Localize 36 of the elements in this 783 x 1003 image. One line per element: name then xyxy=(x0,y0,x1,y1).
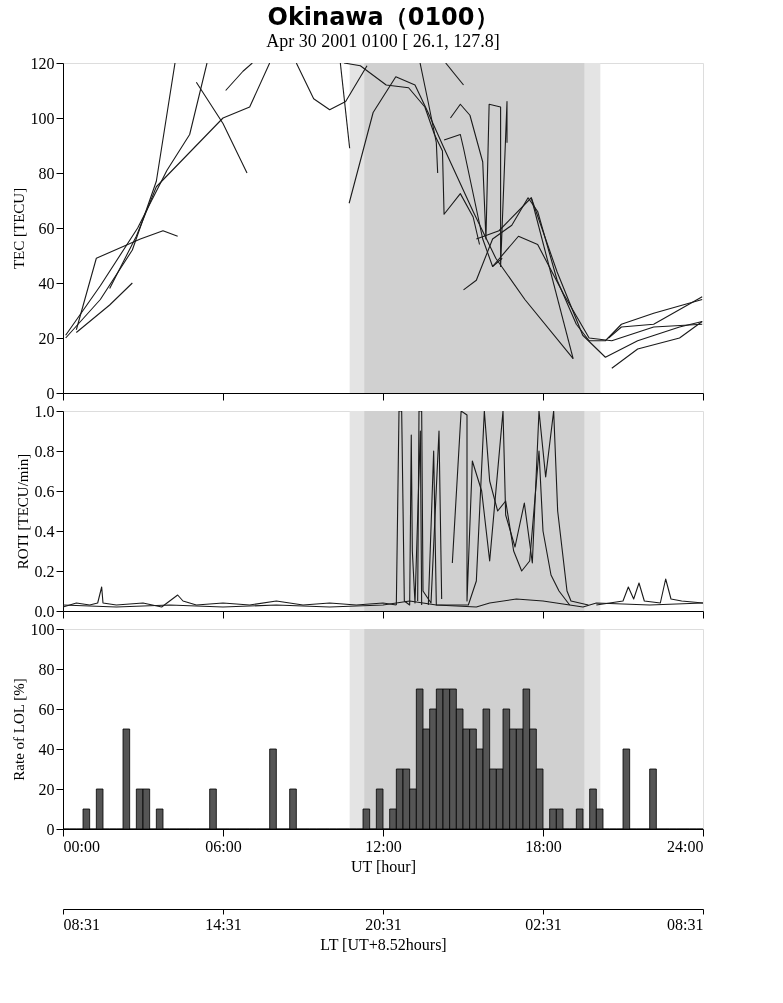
x-tick-label: 06:00 xyxy=(205,837,242,855)
y-tick-label: 0.6 xyxy=(34,482,55,500)
y-tick-label: 0 xyxy=(46,820,55,838)
x2-tick-label: 02:31 xyxy=(525,915,562,933)
x2-tick-label: 08:31 xyxy=(63,915,100,933)
y-axis-title: Rate of LOL [%] xyxy=(10,678,27,781)
y-tick-label: 100 xyxy=(30,620,55,638)
y-tick-label: 80 xyxy=(38,164,55,182)
y-tick-label: 0.4 xyxy=(34,522,55,540)
y-tick-label: 80 xyxy=(38,660,55,678)
x2-axis-title: LT [UT+8.52hours] xyxy=(320,935,447,953)
y-tick-label: 0.2 xyxy=(34,562,55,580)
y-tick-label: 40 xyxy=(38,274,55,292)
y-tick-label: 40 xyxy=(38,740,55,758)
y-tick-label: 20 xyxy=(38,329,55,347)
y-axis-title: ROTI [TECU/min] xyxy=(14,453,31,570)
y-tick-label: 20 xyxy=(38,780,55,798)
y-tick-label: 0 xyxy=(46,384,55,402)
x-tick-label: 24:00 xyxy=(667,837,704,855)
chart-subtitle: Apr 30 2001 0100 [ 26.1, 127.8] xyxy=(266,31,500,51)
x2-tick-label: 14:31 xyxy=(205,915,242,933)
chart-title: Okinawa（0100） xyxy=(267,3,499,31)
y-tick-label: 100 xyxy=(30,109,55,127)
y-axis-title: TEC [TECU] xyxy=(10,187,27,270)
x-tick-label: 12:00 xyxy=(365,837,402,855)
y-tick-label: 120 xyxy=(30,54,55,72)
y-tick-label: 60 xyxy=(38,700,55,718)
x-axis-title: UT [hour] xyxy=(350,857,417,875)
x-tick-label: 00:00 xyxy=(63,837,100,855)
y-tick-label: 0.0 xyxy=(34,602,55,620)
x2-tick-label: 08:31 xyxy=(667,915,704,933)
y-tick-label: 0.8 xyxy=(34,442,55,460)
y-tick-label: 60 xyxy=(38,219,55,237)
x2-tick-label: 20:31 xyxy=(365,915,402,933)
y-tick-label: 1.0 xyxy=(34,402,55,420)
x-tick-label: 18:00 xyxy=(525,837,562,855)
